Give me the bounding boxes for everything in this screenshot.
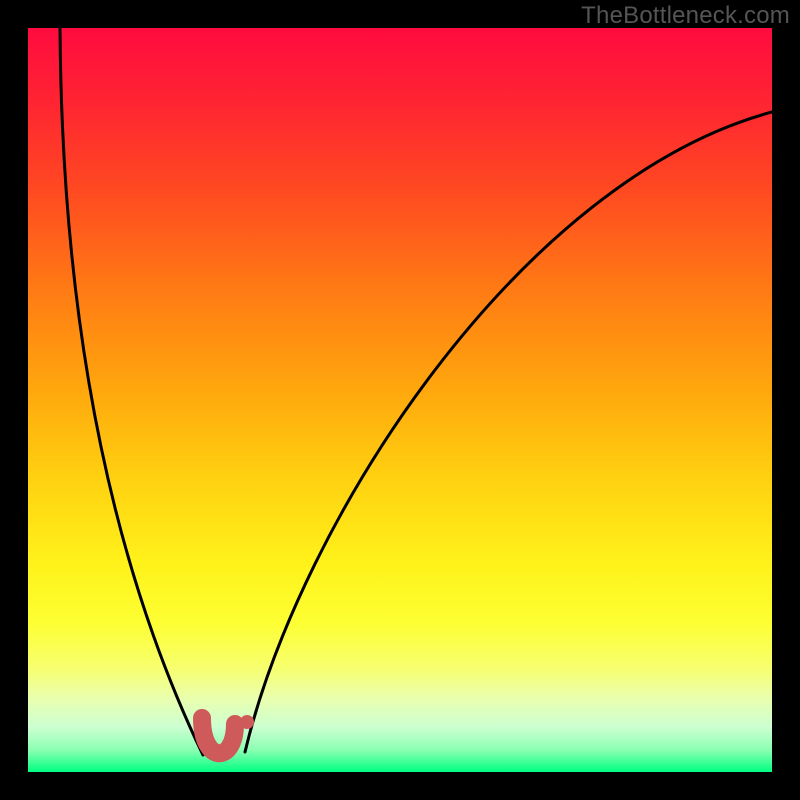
chart-stage: TheBottleneck.com	[0, 0, 800, 800]
heatmap-background	[28, 28, 772, 772]
bottleneck-dot-marker	[240, 715, 254, 729]
bottleneck-chart-svg	[0, 0, 800, 800]
watermark-label: TheBottleneck.com	[581, 2, 790, 30]
